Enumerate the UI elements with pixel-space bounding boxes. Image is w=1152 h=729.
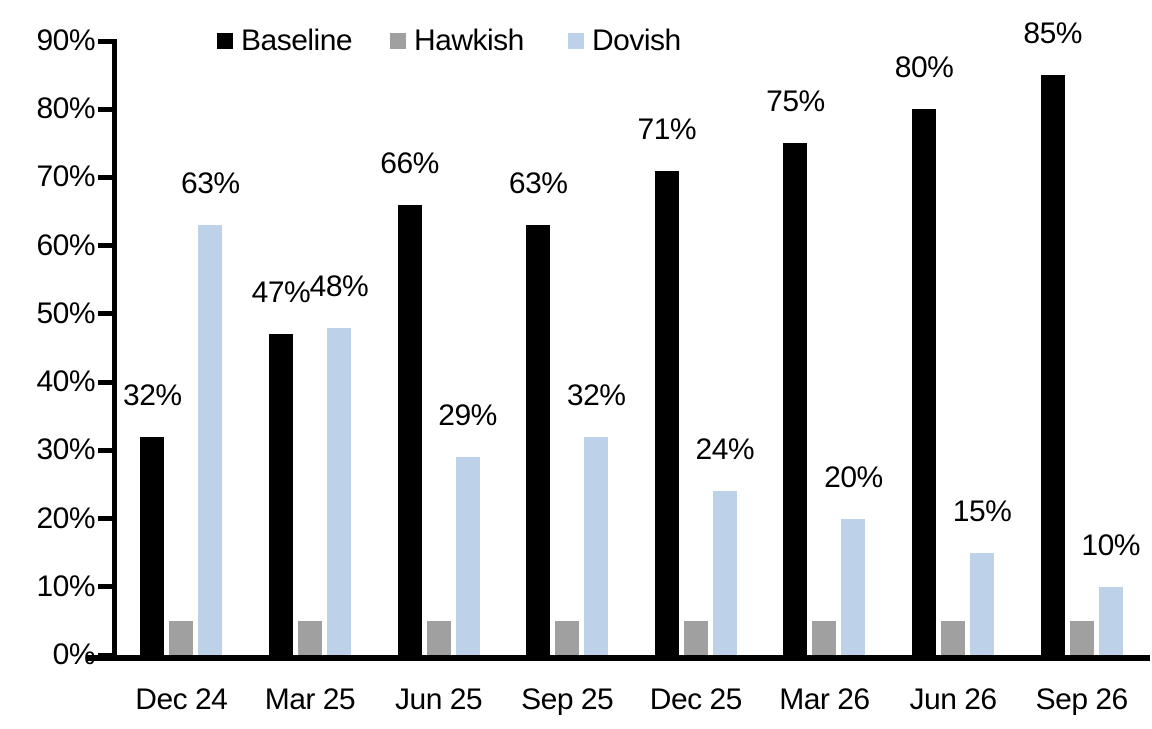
- bar-hawkish-jun-26: [941, 620, 966, 655]
- y-axis-tick-label: 70%: [36, 160, 95, 194]
- bar-dovish-dec-24: [198, 225, 223, 655]
- legend-swatch-hawkish: [390, 33, 406, 49]
- y-axis-tick: [98, 379, 115, 385]
- y-axis-tick: [98, 447, 115, 453]
- bar-dovish-mar-25: [326, 327, 351, 655]
- y-axis-tick: [98, 38, 115, 44]
- x-axis-label-sep-25: Sep 25: [521, 683, 614, 716]
- y-axis-tick-label: 90%: [36, 24, 95, 57]
- y-axis-line: [112, 39, 117, 657]
- bar-dovish-sep-25: [584, 436, 609, 655]
- bar-dovish-mar-26: [841, 518, 866, 655]
- data-label-dovish-mar-26: 20%: [824, 460, 883, 494]
- y-axis-tick: [98, 174, 115, 180]
- bar-dovish-sep-26: [1098, 586, 1123, 655]
- data-label-baseline-mar-26: 75%: [766, 85, 825, 119]
- legend-label-hawkish: Hawkish: [414, 24, 524, 57]
- y-axis-tick-label: 40%: [36, 365, 95, 399]
- bar-baseline-dec-25: [654, 170, 679, 655]
- bar-baseline-sep-25: [526, 225, 551, 655]
- data-label-baseline-dec-24: 32%: [123, 378, 182, 412]
- x-axis-label-sep-26: Sep 26: [1035, 683, 1129, 716]
- legend-label-dovish: Dovish: [592, 24, 681, 57]
- legend-item-hawkish: Hawkish: [390, 24, 524, 58]
- bar-hawkish-dec-24: [169, 620, 194, 655]
- bar-hawkish-mar-25: [297, 620, 322, 655]
- bar-hawkish-sep-26: [1069, 620, 1094, 655]
- y-axis-tick-label: 0%: [52, 638, 96, 671]
- bar-dovish-jun-26: [970, 552, 995, 655]
- data-label-baseline-sep-26: 85%: [1023, 17, 1082, 51]
- bar-baseline-mar-26: [783, 143, 808, 655]
- data-label-dovish-mar-25: 48%: [309, 269, 369, 303]
- data-label-baseline-jun-25: 66%: [380, 146, 439, 180]
- data-label-baseline-sep-25: 63%: [508, 167, 568, 201]
- y-axis-tick-label: 80%: [36, 92, 95, 126]
- y-axis-tick-label: 20%: [36, 501, 95, 535]
- x-axis-label-dec-25: Dec 25: [649, 683, 743, 716]
- bar-hawkish-dec-25: [683, 620, 708, 655]
- y-axis-tick-label: 30%: [36, 433, 95, 467]
- legend-item-baseline: Baseline: [217, 24, 353, 58]
- x-axis-label-mar-25: Mar 25: [264, 683, 356, 716]
- y-axis-tick: [98, 243, 115, 249]
- bar-baseline-mar-25: [268, 334, 293, 655]
- legend-label-baseline: Baseline: [241, 24, 353, 57]
- bar-baseline-jun-26: [912, 109, 937, 655]
- data-label-dovish-sep-26: 10%: [1081, 528, 1140, 562]
- bar-baseline-dec-24: [140, 436, 165, 655]
- x-axis-label-mar-26: Mar 26: [779, 683, 870, 716]
- bar-dovish-jun-25: [455, 457, 480, 655]
- y-axis-tick-label: 50%: [36, 296, 95, 330]
- bar-hawkish-mar-26: [812, 620, 837, 655]
- x-axis-label-jun-26: Jun 26: [909, 683, 998, 716]
- bar-dovish-dec-25: [712, 491, 737, 655]
- y-axis-tick: [98, 311, 115, 317]
- y-axis-tick: [98, 584, 115, 590]
- data-label-baseline-dec-25: 71%: [637, 112, 697, 146]
- data-label-dovish-dec-24: 63%: [181, 167, 240, 201]
- data-label-dovish-sep-25: 32%: [566, 378, 626, 412]
- bar-hawkish-jun-25: [426, 620, 451, 655]
- x-axis-line: [87, 655, 1150, 661]
- data-label-baseline-jun-26: 80%: [894, 51, 954, 85]
- y-axis-tick-label: 60%: [36, 228, 95, 262]
- bar-hawkish-sep-25: [555, 620, 580, 655]
- y-axis-tick: [98, 106, 115, 112]
- x-axis-label-dec-24: Dec 24: [135, 683, 228, 716]
- data-label-dovish-jun-26: 15%: [952, 494, 1012, 528]
- y-axis-tick: [98, 652, 115, 658]
- legend-swatch-baseline: [217, 33, 233, 49]
- x-axis-label-jun-25: Jun 25: [395, 683, 483, 716]
- bar-baseline-jun-25: [397, 204, 422, 655]
- legend-swatch-dovish: [568, 33, 584, 49]
- bar-baseline-sep-26: [1040, 75, 1065, 655]
- y-axis-tick: [98, 516, 115, 522]
- legend-item-dovish: Dovish: [568, 24, 681, 58]
- data-label-dovish-jun-25: 29%: [438, 399, 497, 433]
- y-axis-tick-label: 10%: [36, 569, 95, 603]
- data-label-dovish-dec-25: 24%: [695, 433, 755, 467]
- data-label-baseline-mar-25: 47%: [251, 276, 311, 310]
